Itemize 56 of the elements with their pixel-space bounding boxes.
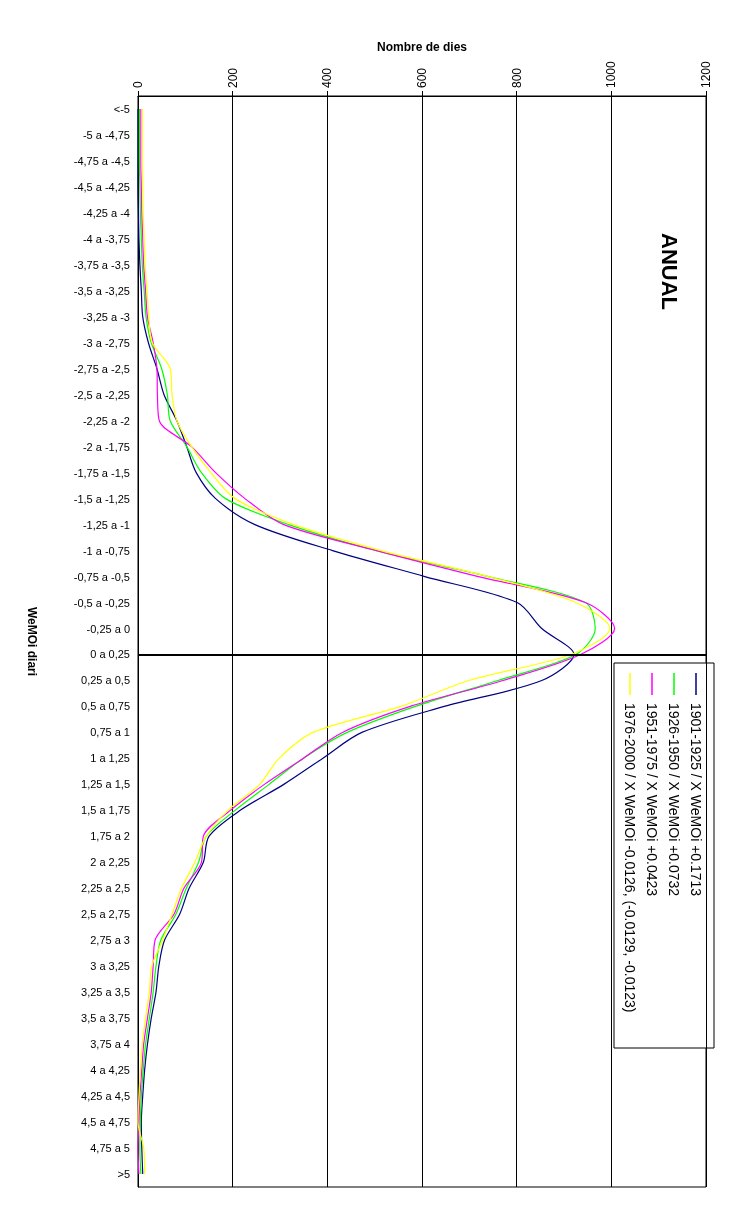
y-tick-label: -2,75 a -2,5 <box>73 362 130 375</box>
y-tick-label: -3 a -2,75 <box>82 336 130 349</box>
y-tick-label: 1,75 a 2 <box>90 830 130 843</box>
legend-label: 1926-1950 / X WeMOi +0.0732 <box>666 703 682 897</box>
y-tick-label: 4,5 a 4,75 <box>81 1116 130 1129</box>
y-tick-label: 3,25 a 3,5 <box>81 986 130 999</box>
y-tick-label: -4,25 a -4 <box>82 206 130 219</box>
y-tick-label: 1 a 1,25 <box>90 752 130 765</box>
y-tick-label: -2,5 a -2,25 <box>73 388 130 401</box>
y-tick-label: -4 a -3,75 <box>82 232 130 245</box>
x-tick-label: 200 <box>225 67 240 88</box>
y-axis-title: WeMOi diari <box>25 606 39 677</box>
x-tick-label: 800 <box>509 67 524 88</box>
y-tick-label: 3 a 3,25 <box>90 960 130 973</box>
y-tick-label: 2,75 a 3 <box>90 934 130 947</box>
y-tick-label: 1,5 a 1,75 <box>81 804 130 817</box>
y-tick-label: -2 a -1,75 <box>82 440 130 453</box>
y-tick-label: -5 a -4,75 <box>82 128 130 141</box>
y-tick-label: 4 a 4,25 <box>90 1064 130 1077</box>
y-tick-label: 2,25 a 2,5 <box>81 882 130 895</box>
x-tick-label: 0 <box>131 81 145 88</box>
y-tick-label: 3,5 a 3,75 <box>81 1012 130 1025</box>
y-tick-label: -1,75 a -1,5 <box>73 466 130 479</box>
y-tick-label: 2,5 a 2,75 <box>81 908 130 921</box>
y-tick-label: 0,75 a 1 <box>90 726 130 739</box>
x-tick-label: 400 <box>320 67 335 88</box>
y-tick-label: 2 a 2,25 <box>90 856 130 869</box>
y-tick-label: -3,25 a -3 <box>82 310 130 323</box>
y-tick-label: -0,25 a 0 <box>86 622 130 635</box>
y-tick-label: -3,5 a -3,25 <box>73 284 130 297</box>
y-tick-label: -1 a -0,75 <box>82 544 130 557</box>
y-tick-label: -3,75 a -3,5 <box>73 258 130 271</box>
y-tick-label: 1,25 a 1,5 <box>81 778 130 791</box>
y-tick-label: >5 <box>117 1168 130 1181</box>
y-tick-label: -4,5 a -4,25 <box>73 180 130 193</box>
y-tick-label: 0,25 a 0,5 <box>81 674 130 687</box>
y-tick-label: -0,75 a -0,5 <box>73 570 130 583</box>
y-tick-label: 4,75 a 5 <box>90 1142 130 1155</box>
y-tick-label: -0,5 a -0,25 <box>73 596 130 609</box>
y-tick-label: -4,75 a -4,5 <box>73 154 130 167</box>
y-tick-label: 3,75 a 4 <box>90 1038 130 1051</box>
y-tick-label: -1,5 a -1,25 <box>73 492 130 505</box>
legend-label: 1976-2000 / X WeMOi -0.0126, (-0.0129, -0.0123) <box>622 703 638 1013</box>
y-tick-label: 0,5 a 0,75 <box>81 700 130 713</box>
x-axis-title: Nombre de dies <box>376 40 468 55</box>
text: ANUAL <box>656 233 682 310</box>
x-tick-label: 1000 <box>604 60 619 88</box>
legend-label: 1951-1975 / X WeMOi +0.0423 <box>644 703 660 897</box>
legend-label: 1901-1925 / X WeMOi +0.1713 <box>688 703 704 897</box>
x-tick-label: 600 <box>415 67 429 88</box>
y-tick-label: -2,25 a -2 <box>82 414 130 427</box>
y-tick-label: 0 a 0,25 <box>90 648 130 661</box>
y-tick-label: 4,25 a 4,5 <box>81 1090 130 1103</box>
y-tick-label: -1,25 a -1 <box>82 518 130 531</box>
x-tick-label: 1200 <box>699 60 713 88</box>
y-tick-label: <-5 <box>113 102 130 115</box>
